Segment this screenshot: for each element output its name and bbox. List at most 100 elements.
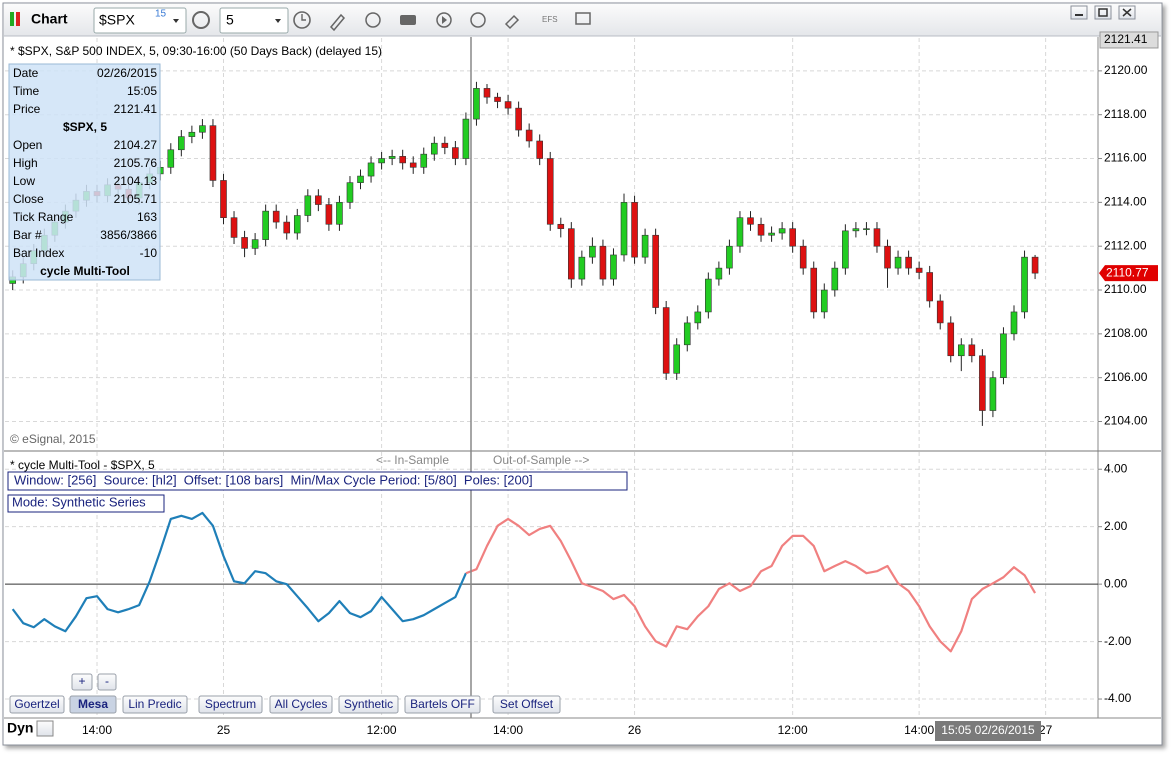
candle-body bbox=[842, 230, 849, 269]
dyn-mode[interactable]: Dyn bbox=[7, 720, 33, 736]
interval[interactable]: 5 bbox=[226, 12, 234, 28]
study-icon[interactable] bbox=[365, 12, 381, 28]
window-controls[interactable] bbox=[1070, 5, 1136, 20]
candle-body bbox=[747, 217, 754, 225]
in-sample-label: <-- In-Sample bbox=[376, 453, 449, 467]
candle-body bbox=[304, 195, 312, 216]
candle-body bbox=[683, 322, 691, 346]
candle-body bbox=[430, 142, 438, 155]
dropdown-arrow[interactable] bbox=[173, 19, 179, 23]
tool-button-label[interactable]: Synthetic bbox=[344, 697, 393, 711]
candle-body bbox=[1010, 311, 1018, 335]
dropdown-arrow[interactable] bbox=[275, 19, 281, 23]
candle-body bbox=[209, 125, 217, 181]
chart-title: * $SPX, S&P 500 INDEX, 5, 09:30-16:00 (5… bbox=[10, 44, 382, 58]
candle-body bbox=[188, 131, 196, 137]
x-tick-label: 14:00 bbox=[493, 723, 523, 737]
mode: Mode: Synthetic Series bbox=[12, 494, 146, 509]
x-tick-label: 12:00 bbox=[367, 723, 397, 737]
y-tick-label: -4.00 bbox=[1104, 691, 1132, 705]
candle-body bbox=[915, 267, 923, 273]
zoom-button[interactable] bbox=[71, 673, 93, 691]
zoom-button[interactable] bbox=[97, 673, 117, 691]
candle-body bbox=[283, 221, 291, 234]
lock-icon[interactable] bbox=[36, 720, 54, 737]
candle-body bbox=[557, 223, 565, 229]
candle-body bbox=[546, 158, 554, 225]
zoom-button-label[interactable]: - bbox=[105, 674, 109, 688]
candle-body bbox=[568, 228, 575, 280]
candle-body bbox=[1000, 333, 1007, 378]
tool-button[interactable] bbox=[338, 695, 399, 714]
tool-button-label[interactable]: Set Offset bbox=[500, 697, 554, 711]
candle-body bbox=[251, 239, 259, 249]
candle-body bbox=[367, 162, 375, 177]
info-heading: $SPX, 5 bbox=[63, 120, 107, 134]
candle-body bbox=[705, 278, 712, 313]
indicator-line bbox=[11, 511, 467, 633]
last-price-box bbox=[1099, 265, 1158, 282]
tool-button-label[interactable]: Goertzel bbox=[14, 697, 59, 711]
x-axis: 14:00 25 12:00 14:00 26 12:00 14:00 27 bbox=[82, 723, 1053, 737]
symbol-box[interactable] bbox=[93, 7, 187, 34]
grid: 2104.00 2106.00 2108.00 2110.00 2112.00 2114.… bbox=[5, 38, 1148, 718]
candle-body bbox=[631, 202, 638, 258]
y-tick-label: 2106.00 bbox=[1104, 370, 1148, 384]
tool-button-label[interactable]: Spectrum bbox=[205, 697, 256, 711]
zoom-button-label[interactable]: + bbox=[78, 674, 85, 688]
x-tick-label: 26 bbox=[628, 723, 642, 737]
x-tick-label: 12:00 bbox=[778, 723, 808, 737]
symbol[interactable]: $SPX bbox=[99, 12, 135, 28]
tool-button[interactable] bbox=[69, 695, 117, 714]
tool-button[interactable] bbox=[9, 695, 65, 714]
link-icon[interactable] bbox=[504, 14, 520, 30]
get-icon[interactable] bbox=[400, 15, 416, 25]
candle-body bbox=[778, 228, 786, 234]
candle-body bbox=[409, 162, 417, 168]
draw-icon[interactable] bbox=[329, 13, 346, 32]
tool-button-label[interactable]: Lin Predic bbox=[128, 697, 181, 711]
info-value: 2104.27 bbox=[114, 138, 158, 152]
candle-body bbox=[515, 107, 522, 131]
comment-icon[interactable] bbox=[575, 12, 591, 25]
candle-body bbox=[167, 149, 175, 168]
info-value: -10 bbox=[140, 246, 158, 260]
indicator-title: * cycle Multi-Tool - $SPX, 5 bbox=[10, 458, 155, 472]
candle-body bbox=[936, 300, 944, 324]
tool-button[interactable] bbox=[492, 695, 561, 714]
interval-box[interactable] bbox=[219, 7, 289, 34]
tool-button[interactable] bbox=[269, 695, 333, 714]
y-tick-label: 2116.00 bbox=[1104, 151, 1147, 165]
play-icon[interactable] bbox=[436, 12, 452, 28]
tool-button-label[interactable]: All Cycles bbox=[275, 697, 328, 711]
info-heading: cycle Multi-Tool bbox=[40, 264, 130, 278]
candle-body bbox=[230, 217, 238, 238]
settings-icon[interactable] bbox=[192, 11, 210, 29]
tool-button[interactable] bbox=[404, 695, 481, 714]
candle-body bbox=[863, 228, 870, 230]
tool-button-label[interactable]: Bartels OFF bbox=[410, 697, 475, 711]
info-value: 15:05 bbox=[127, 84, 157, 98]
y-tick-label: 4.00 bbox=[1104, 461, 1128, 475]
clock-icon[interactable] bbox=[293, 11, 311, 29]
candle-body bbox=[789, 228, 796, 247]
tool-button[interactable] bbox=[198, 695, 263, 714]
candle-body bbox=[494, 96, 501, 102]
candle-body bbox=[599, 245, 607, 280]
toolbar bbox=[4, 4, 1161, 36]
window-frame bbox=[2, 2, 1163, 746]
candle-body bbox=[378, 158, 385, 164]
candle-body bbox=[989, 377, 997, 411]
info-label: Close bbox=[13, 192, 44, 206]
candle-body bbox=[315, 195, 322, 205]
tool-button-label[interactable]: Mesa bbox=[78, 697, 108, 711]
alert-icon[interactable] bbox=[470, 12, 486, 28]
candle-body bbox=[905, 256, 912, 269]
candle-body bbox=[610, 254, 617, 280]
info-value: 2105.71 bbox=[114, 192, 158, 206]
tool-button[interactable] bbox=[122, 695, 188, 714]
candle-body bbox=[452, 147, 459, 159]
efs-button[interactable]: EFS bbox=[542, 15, 558, 24]
candle-body bbox=[926, 272, 933, 302]
buttons: + - Goertzel Mesa Lin Predic Spectrum All Cycl… bbox=[9, 673, 561, 714]
